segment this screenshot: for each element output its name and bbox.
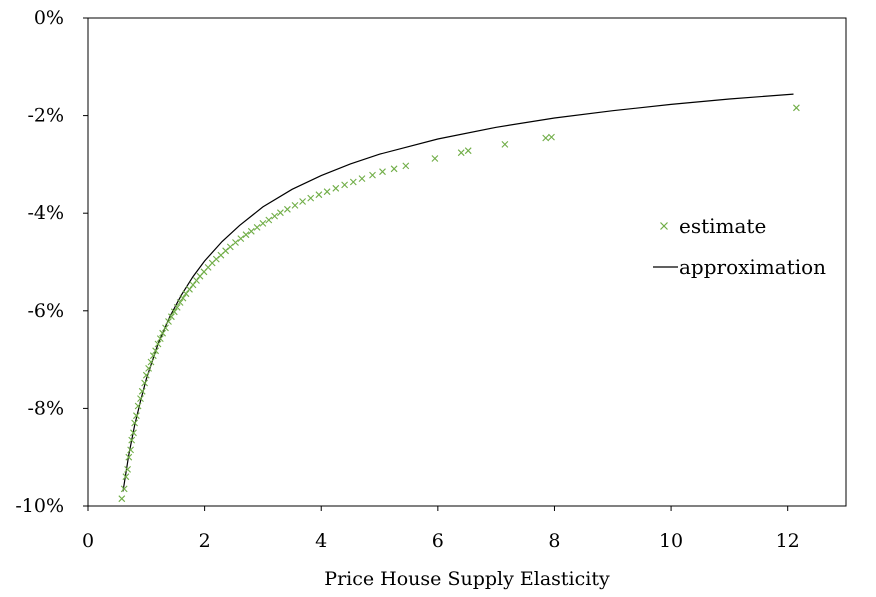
estimate-point [265,216,273,224]
y-tick-label: 0% [34,7,64,29]
estimate-point [548,133,555,141]
y-tick-label: -10% [15,495,64,517]
estimate-point [299,198,306,205]
estimate-point [259,220,267,227]
estimate-point [134,402,142,410]
estimate-point [232,239,239,246]
estimate-point [145,365,152,372]
y-tick-label: -6% [27,300,64,322]
estimate-point [179,294,187,302]
estimate-point [125,453,133,461]
estimate-point [542,134,550,142]
estimate-point [193,277,200,284]
x-axis-ticks: 0 2 4 6 8 10 12 [82,506,800,552]
estimate-point [127,446,134,454]
legend-estimate-label: estimate [679,214,766,238]
estimate-point [501,141,509,148]
estimate-point [323,188,331,196]
approximation-line [122,93,794,492]
estimate-point [226,243,234,251]
x-tick-label: 8 [548,530,560,552]
estimate-point [128,436,136,444]
estimate-point [130,429,137,437]
estimate-point [142,371,150,379]
estimate-point [247,227,255,235]
x-axis-title: Price House Supply Elasticity [324,568,610,590]
estimate-point [156,335,164,342]
y-tick-label: -2% [27,105,64,127]
estimate-point [291,202,299,209]
estimate-point [159,329,166,337]
estimate-point [341,181,348,189]
estimate-point [170,308,178,316]
estimate-point [242,231,250,239]
estimate-point [149,352,157,360]
estimate-point [133,412,140,420]
y-tick-label: -8% [27,397,64,419]
estimate-point [165,318,172,325]
estimate-point [162,324,169,332]
estimate-point [284,205,291,213]
estimate-point [137,395,144,402]
estimate-point [379,168,386,176]
estimate-point [457,149,465,157]
estimate-point [793,104,800,112]
legend-approximation-label: approximation [679,255,826,279]
estimate-point [176,299,184,306]
x-tick-label: 4 [315,530,327,552]
estimate-point [154,340,162,348]
estimate-point [390,165,398,173]
estimate-point [369,171,376,179]
estimate-point [152,347,159,355]
estimate-point [402,162,410,170]
y-axis-ticks: 0% -2% -4% -6% -8% -10% [15,7,88,517]
estimate-point [124,466,131,473]
legend: estimate approximation [653,214,826,279]
x-tick-label: 2 [199,530,211,552]
estimate-point [189,281,197,289]
estimate-point [186,285,193,293]
x-tick-label: 10 [659,530,683,552]
x-tick-label: 12 [776,530,800,552]
estimate-point [431,155,439,162]
estimate-point [464,147,472,155]
estimate-point [168,313,175,321]
estimate-point [358,175,366,182]
x-tick-label: 6 [432,530,444,552]
estimate-point [182,290,190,298]
estimate-markers [118,104,800,503]
plot-frame [87,17,847,507]
estimate-point [222,247,229,255]
estimate-point [131,419,138,427]
estimate-point [277,209,284,217]
estimate-point [141,379,148,387]
estimate-point [315,191,323,199]
x-tick-label: 0 [82,530,94,552]
estimate-point [138,387,146,395]
estimate-point [118,495,126,503]
estimate-point [120,485,128,493]
estimate-point [173,304,181,311]
estimate-point [271,212,278,220]
estimate-point [307,194,315,202]
estimate-point [147,358,155,366]
estimate-point [237,235,245,242]
estimate-point [253,224,261,231]
estimate-point [332,184,340,192]
legend-estimate-marker [660,222,668,230]
y-tick-label: -4% [27,202,64,224]
estimate-point [122,473,130,481]
estimate-point [349,178,357,186]
